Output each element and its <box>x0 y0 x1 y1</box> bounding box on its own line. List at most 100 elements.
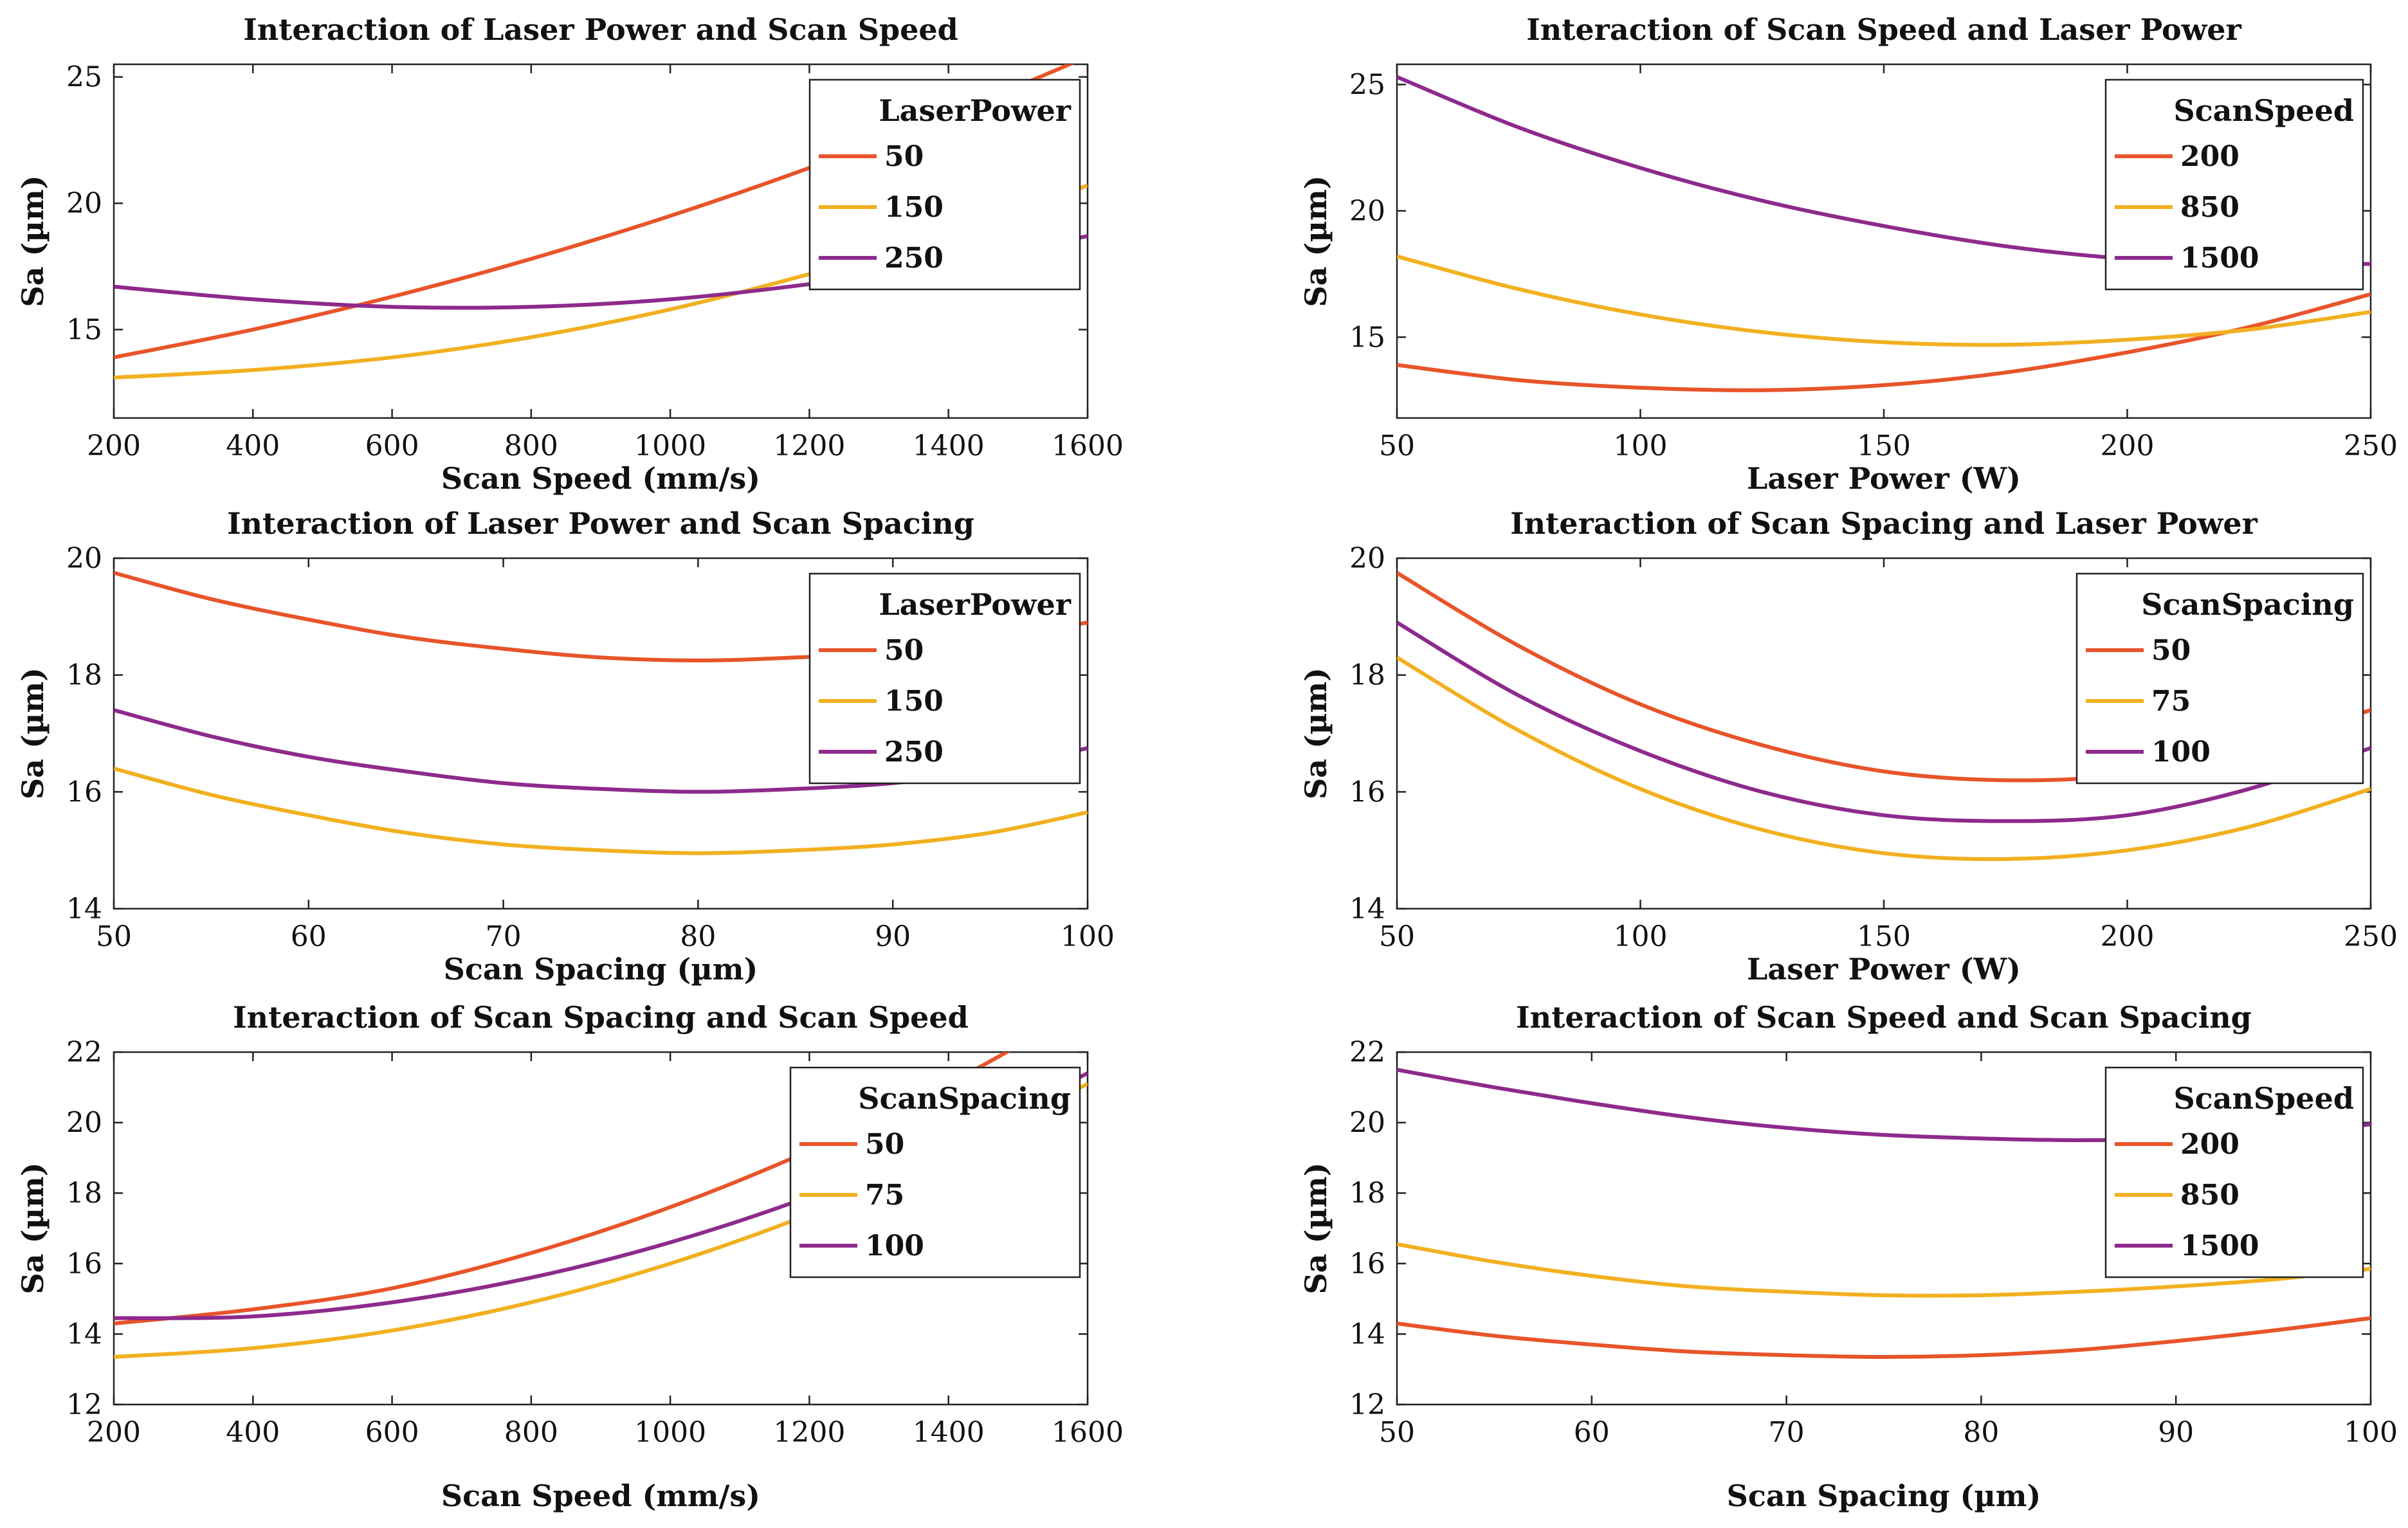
x-tick-label: 1600 <box>1052 430 1124 462</box>
legend-box <box>2104 78 2364 291</box>
y-axis-label: Sa (µm) <box>1299 176 1333 307</box>
x-axis-label: Laser Power (W) <box>1747 952 2021 987</box>
x-tick-label: 60 <box>291 920 327 953</box>
x-tick-label: 50 <box>1379 920 1415 953</box>
y-tick-label: 18 <box>1349 659 1385 692</box>
legend-title: LaserPower <box>879 587 1071 622</box>
x-tick-label: 100 <box>2344 1416 2398 1449</box>
y-tick-label: 16 <box>66 1248 102 1280</box>
x-tick-label: 90 <box>875 920 911 953</box>
y-tick-label: 16 <box>1349 776 1385 808</box>
x-tick-label: 250 <box>2344 920 2398 953</box>
x-tick-label: 70 <box>486 920 522 953</box>
y-tick-label: 18 <box>66 659 102 692</box>
chart-title: Interaction of Scan Spacing and Laser Po… <box>1510 506 2258 541</box>
y-axis-label: Sa (µm) <box>15 1163 50 1295</box>
x-tick-label: 150 <box>1857 920 1911 953</box>
y-tick-label: 22 <box>66 1036 102 1069</box>
legend-label: 100 <box>865 1230 924 1262</box>
y-tick-label: 18 <box>1349 1177 1385 1210</box>
chart-title: Interaction of Laser Power and Scan Spac… <box>227 506 974 541</box>
legend-label: 75 <box>865 1179 904 1212</box>
x-axis-label: Scan Spacing (µm) <box>444 952 758 987</box>
x-tick-label: 1000 <box>634 430 706 462</box>
y-axis-label: Sa (µm) <box>1299 668 1333 799</box>
series-line-850 <box>1397 254 2371 347</box>
legend: ScanSpacing 50 75 100 <box>789 1066 1081 1278</box>
x-tick-label: 200 <box>2101 920 2155 953</box>
y-axis-label: Sa (µm) <box>1299 1163 1333 1295</box>
x-tick-label: 250 <box>2344 430 2398 462</box>
y-tick-label: 22 <box>1349 1036 1385 1069</box>
x-tick-label: 100 <box>1614 430 1668 462</box>
y-tick-label: 18 <box>66 1177 102 1210</box>
chart-title: Interaction of Scan Spacing and Scan Spe… <box>233 1000 969 1035</box>
legend: ScanSpeed 200 850 1500 <box>2104 78 2364 291</box>
y-axis-label: Sa (µm) <box>15 668 50 799</box>
chart-panel-6: 50 60 70 80 90 100 12 14 16 18 20 22 ScanSpeed 200 850… <box>1299 1000 2398 1513</box>
y-tick-label: 20 <box>1349 195 1385 228</box>
legend-title: ScanSpacing <box>2141 587 2354 622</box>
y-tick-label: 14 <box>66 1318 102 1351</box>
legend-label: 250 <box>884 242 944 275</box>
legend-box <box>789 1066 1081 1278</box>
legend-label: 200 <box>2180 1128 2239 1161</box>
legend: LaserPower 50 150 250 <box>808 78 1081 291</box>
legend-title: LaserPower <box>879 93 1071 128</box>
chart-title: Interaction of Scan Speed and Scan Spaci… <box>1516 1000 2252 1035</box>
x-tick-label: 100 <box>1061 920 1115 953</box>
y-tick-label: 14 <box>66 893 102 925</box>
legend: LaserPower 50 150 250 <box>808 572 1081 785</box>
x-tick-label: 800 <box>504 430 558 462</box>
y-tick-label: 14 <box>1349 893 1385 925</box>
legend-label: 1500 <box>2180 242 2259 275</box>
legend-label: 150 <box>884 685 944 718</box>
y-tick-label: 12 <box>1349 1388 1385 1421</box>
y-tick-label: 20 <box>66 187 102 220</box>
y-tick-label: 14 <box>1349 1318 1385 1351</box>
y-tick-label: 20 <box>1349 542 1385 575</box>
x-tick-label: 150 <box>1857 430 1911 462</box>
series-line-100 <box>1397 621 2371 823</box>
legend-label: 50 <box>884 140 924 173</box>
legend-label: 250 <box>884 736 944 769</box>
x-axis-label: Scan Speed (mm/s) <box>441 461 760 496</box>
x-tick-label: 600 <box>365 430 419 462</box>
legend-box <box>2075 572 2364 785</box>
legend-box <box>808 78 1081 291</box>
series-line-150 <box>114 767 1088 855</box>
y-tick-label: 15 <box>66 314 102 347</box>
legend-label: 50 <box>884 634 924 667</box>
legend-label: 150 <box>884 191 944 224</box>
x-axis-label: Scan Spacing (µm) <box>1727 1478 2041 1513</box>
x-tick-label: 80 <box>1963 1416 1999 1449</box>
x-axis-label: Scan Speed (mm/s) <box>441 1478 760 1513</box>
y-tick-label: 16 <box>1349 1248 1385 1280</box>
legend-label: 100 <box>2151 736 2211 769</box>
x-tick-label: 400 <box>226 430 280 462</box>
series-line-850 <box>1397 1242 2371 1298</box>
legend-label: 50 <box>865 1128 904 1161</box>
chart-panel-3: 50 60 70 80 90 100 14 16 18 20 LaserPower 50 150 250 I… <box>15 506 1115 987</box>
legend: ScanSpeed 200 850 1500 <box>2104 1066 2364 1278</box>
x-tick-label: 100 <box>1614 920 1668 953</box>
x-tick-label: 50 <box>1379 430 1415 462</box>
legend-label: 850 <box>2180 191 2239 224</box>
legend-label: 1500 <box>2180 1230 2259 1262</box>
x-tick-label: 1200 <box>773 430 845 462</box>
y-tick-label: 12 <box>66 1388 102 1421</box>
chart-title: Interaction of Scan Speed and Laser Powe… <box>1526 12 2241 47</box>
chart-panel-4: 50 100 150 200 250 14 16 18 20 ScanSpacing 50 75 100… <box>1299 506 2398 987</box>
x-tick-label: 50 <box>1379 1416 1415 1449</box>
y-tick-label: 25 <box>1349 68 1385 101</box>
x-tick-label: 50 <box>96 920 132 953</box>
chart-panel-1: 200 400 600 800 1000 1200 1400 1600 15 20 25 LaserP… <box>15 12 1124 496</box>
x-tick-label: 200 <box>2101 430 2155 462</box>
chart-panel-2: 50 100 150 200 250 15 20 25 ScanSpeed 200 850 1500 I… <box>1299 12 2398 496</box>
legend: ScanSpacing 50 75 100 <box>2075 572 2364 785</box>
x-tick-label: 200 <box>87 430 141 462</box>
legend-label: 75 <box>2151 685 2191 718</box>
chart-panel-5: 200 400 600 800 1000 1200 1400 1600 12 14 16 18 20 22… <box>15 1000 1124 1513</box>
x-tick-label: 1400 <box>913 1416 985 1449</box>
